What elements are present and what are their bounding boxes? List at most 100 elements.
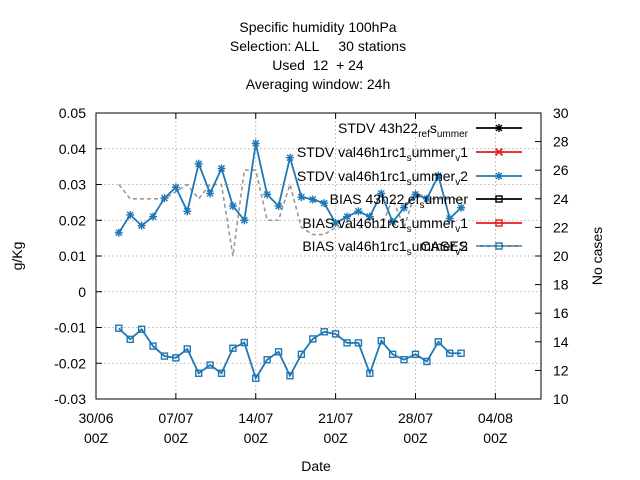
data-point bbox=[377, 189, 386, 198]
title-line-3: Used 12 + 24 bbox=[272, 57, 364, 73]
legend-label: STDV val46h1rc1summerv2 bbox=[297, 168, 468, 188]
legend-label-part: CASES bbox=[421, 238, 468, 254]
legend-label-part: s bbox=[419, 200, 424, 211]
legend-label: BIAS 43h22refsummer bbox=[330, 191, 469, 211]
x-tick-label-time: 00Z bbox=[483, 430, 508, 446]
data-point bbox=[446, 349, 454, 357]
legend-label-part: ummer bbox=[412, 215, 456, 231]
data-point bbox=[217, 369, 226, 377]
legend-label-part: 1 bbox=[460, 215, 468, 231]
data-point bbox=[297, 350, 306, 359]
data-point bbox=[308, 195, 317, 204]
data-point bbox=[137, 325, 146, 333]
legend-marker bbox=[495, 219, 503, 227]
data-point bbox=[377, 337, 385, 345]
data-point bbox=[331, 330, 340, 338]
data-point bbox=[183, 345, 191, 353]
series-6 bbox=[118, 169, 462, 257]
data-point bbox=[457, 349, 465, 357]
data-point bbox=[126, 335, 134, 343]
legend-marker bbox=[494, 147, 504, 157]
legend-label-part: BIAS 43h22 bbox=[330, 191, 405, 207]
legend-marker bbox=[495, 195, 503, 203]
legend-label-part: v bbox=[455, 177, 460, 188]
legend-label-part: 1 bbox=[460, 144, 468, 160]
data-point bbox=[445, 214, 454, 223]
series-5 bbox=[115, 324, 465, 382]
data-point bbox=[149, 342, 157, 350]
x-tick-label: 07/07 bbox=[158, 410, 193, 426]
data-point bbox=[365, 212, 374, 221]
data-point bbox=[149, 212, 158, 221]
data-point bbox=[388, 350, 397, 359]
series-2 bbox=[114, 139, 466, 237]
legend-label-part: STDV 43h22 bbox=[338, 120, 418, 136]
x-tick-label: 30/06 bbox=[78, 410, 113, 426]
data-point bbox=[240, 338, 249, 347]
y2-tick-label: 12 bbox=[553, 362, 569, 378]
x-axis-label: Date bbox=[301, 458, 331, 474]
series-layer bbox=[114, 139, 466, 382]
title-line-2: Selection: ALL 30 stations bbox=[230, 38, 406, 54]
y-tick-label: 0.02 bbox=[59, 212, 86, 228]
data-point bbox=[240, 216, 249, 225]
data-point bbox=[320, 199, 329, 208]
axis-ticks: 0.05 0.04 0.03 0.02 0.01 0 -0.01 -0.02 -0.03 30 28… bbox=[54, 105, 569, 446]
data-point bbox=[171, 183, 180, 192]
data-point bbox=[297, 193, 306, 202]
data-point bbox=[285, 153, 294, 162]
x-tick-label-time: 00Z bbox=[324, 430, 349, 446]
data-point bbox=[183, 207, 192, 216]
data-point bbox=[228, 201, 237, 210]
x-tick-label: 21/07 bbox=[318, 410, 353, 426]
legend-label-part: s bbox=[407, 177, 412, 188]
data-point bbox=[217, 164, 226, 173]
data-point bbox=[194, 369, 203, 377]
y-tick-label: 0.03 bbox=[59, 177, 86, 193]
data-point bbox=[172, 354, 180, 362]
series-line bbox=[118, 327, 462, 381]
x-tick-label: 04/08 bbox=[478, 410, 513, 426]
data-point bbox=[206, 361, 214, 369]
data-point bbox=[274, 201, 283, 210]
legend-label-part: v bbox=[455, 247, 460, 258]
y2-tick-label: 18 bbox=[553, 277, 569, 293]
y2-tick-label: 26 bbox=[553, 162, 569, 178]
data-point bbox=[320, 328, 328, 336]
legend-label: STDV val46h1rc1summerv1 bbox=[297, 144, 468, 164]
legend-label-part: 2 bbox=[460, 168, 468, 184]
title-line-1: Specific humidity 100hPa bbox=[239, 19, 396, 35]
legend-label: CASES bbox=[421, 238, 468, 254]
title-line-4: Averaging window: 24h bbox=[246, 76, 391, 92]
data-point bbox=[400, 203, 409, 212]
data-point bbox=[434, 338, 443, 346]
data-point bbox=[160, 352, 169, 360]
data-point bbox=[263, 190, 272, 199]
legend-label-part: STDV val46h1rc1 bbox=[297, 168, 407, 184]
legend-label-part: BIAS val46h1rc1 bbox=[302, 238, 406, 254]
legend-label-part: ef bbox=[408, 191, 420, 207]
legend-label-part: s bbox=[407, 224, 412, 235]
legend-label: STDV 43h22refsummer bbox=[338, 120, 469, 140]
chart-title: Specific humidity 100hPa Selection: ALL … bbox=[230, 19, 406, 92]
y2-tick-label: 10 bbox=[553, 391, 569, 407]
data-point bbox=[457, 203, 466, 212]
x-tick-label-time: 00Z bbox=[244, 430, 269, 446]
legend-marker bbox=[495, 172, 503, 180]
x-tick-label-time: 00Z bbox=[84, 430, 109, 446]
data-point bbox=[434, 171, 443, 180]
data-point bbox=[331, 219, 340, 228]
legend-label-part: ref bbox=[418, 129, 430, 140]
x-tick-label-time: 00Z bbox=[164, 430, 189, 446]
data-point bbox=[422, 194, 431, 203]
data-point bbox=[343, 339, 351, 347]
legend-label-part: v bbox=[455, 153, 460, 164]
y2-tick-label: 20 bbox=[553, 248, 569, 264]
data-point bbox=[115, 324, 123, 332]
y-axis-label: g/Kg bbox=[9, 242, 25, 271]
legend-label: BIAS val46h1rc1summerv2 bbox=[302, 238, 468, 258]
x-tick-label: 14/07 bbox=[238, 410, 273, 426]
legend-label-part: BIAS val46h1rc1 bbox=[302, 215, 406, 231]
data-point bbox=[354, 339, 363, 347]
data-point bbox=[354, 207, 363, 216]
